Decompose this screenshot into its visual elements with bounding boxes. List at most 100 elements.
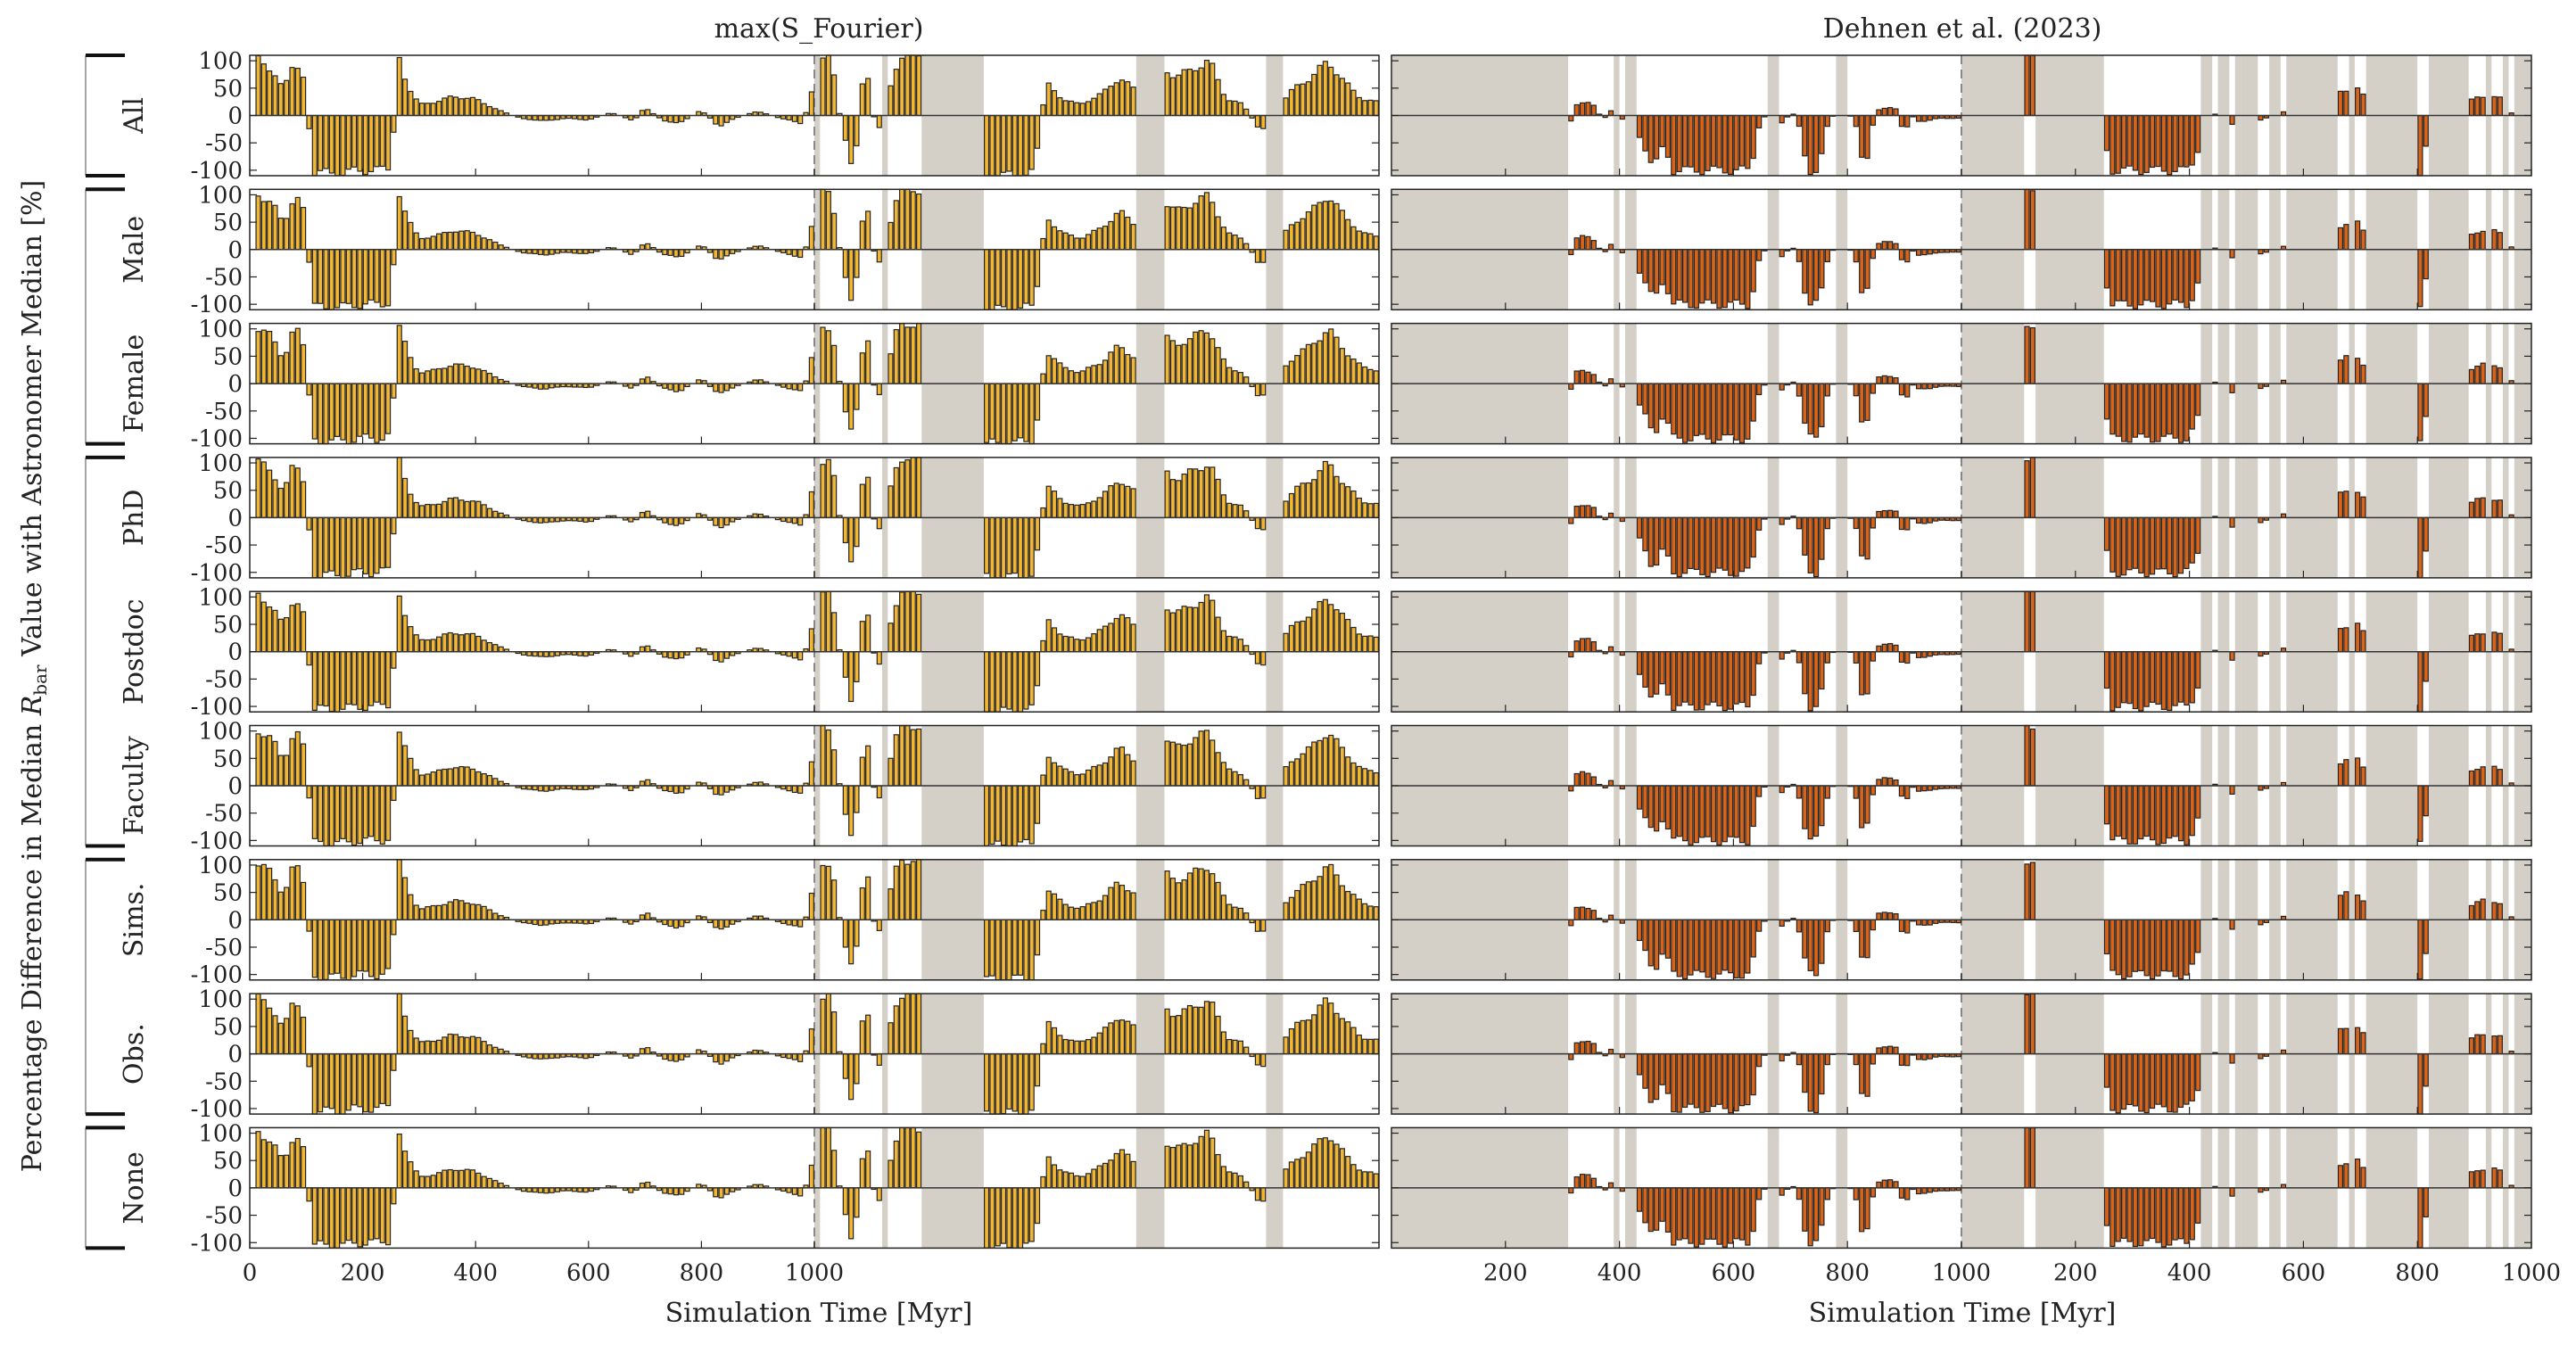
data-bar (1881, 375, 1887, 384)
data-bar (2160, 114, 2167, 172)
data-bar (1642, 785, 1648, 819)
data-bar (1870, 919, 1877, 931)
panel-right (1391, 457, 2532, 579)
data-bar (1716, 516, 1722, 569)
data-bar (464, 230, 470, 251)
y-tick-label: -50 (205, 264, 243, 291)
data-bar (318, 114, 324, 171)
data-bar (1676, 249, 1682, 301)
data-bar (260, 329, 267, 384)
data-bar (1164, 206, 1170, 251)
data-bar (2229, 114, 2235, 125)
data-bar (1215, 216, 1221, 251)
data-bar (2229, 516, 2235, 528)
data-bar (272, 609, 278, 653)
data-bar (1193, 1006, 1199, 1055)
data-bar (362, 383, 368, 435)
data-bar (1676, 1052, 1682, 1113)
data-bar (808, 357, 814, 384)
data-bar (447, 1168, 453, 1189)
data-bar (1113, 1152, 1119, 1189)
data-bar (825, 993, 831, 1055)
data-bar (1824, 516, 1830, 530)
data-bar (2024, 54, 2030, 117)
data-bar (1807, 919, 1813, 971)
y-tick-label: 100 (198, 317, 243, 343)
data-bar (1893, 644, 1899, 653)
data-bar (1607, 1048, 1614, 1055)
data-bar (1693, 249, 1699, 309)
data-bar (1927, 114, 1933, 121)
data-bar (1864, 785, 1870, 824)
data-bar (430, 368, 436, 384)
data-bar (1113, 881, 1119, 920)
data-bar (374, 785, 380, 842)
data-bar (435, 503, 442, 519)
data-bar (1125, 890, 1131, 920)
y-tick-label: 100 (198, 48, 243, 75)
data-bar (391, 114, 397, 133)
data-bar (1710, 919, 1717, 979)
data-bar (464, 97, 470, 117)
data-bar (1870, 1187, 1877, 1198)
data-bar (983, 651, 990, 713)
data-bar (888, 1022, 894, 1055)
data-bar (2184, 651, 2190, 706)
data-bar (1045, 1156, 1052, 1189)
data-bar (893, 329, 899, 384)
data-bar (345, 249, 351, 304)
data-bar (385, 919, 392, 969)
data-bar (385, 516, 392, 568)
data-bar (1721, 114, 1728, 174)
data-bar (1573, 370, 1580, 384)
data-bar (1819, 651, 1825, 690)
data-bar (1812, 516, 1820, 578)
data-bar (2491, 1035, 2498, 1055)
data-bar (1102, 625, 1109, 653)
data-bar (1750, 516, 1756, 558)
data-bar (1220, 494, 1226, 519)
data-bar (323, 919, 329, 980)
data-bar (1659, 383, 1665, 420)
data-bar (1181, 1008, 1187, 1055)
data-bar (673, 785, 679, 794)
data-bar (1210, 599, 1216, 653)
data-bar (2138, 651, 2144, 712)
data-bar (989, 114, 995, 177)
data-bar (1345, 756, 1351, 787)
data-bar (1040, 1175, 1046, 1189)
data-bar (260, 201, 267, 251)
data-bar (679, 516, 685, 524)
data-bar (1294, 889, 1300, 920)
data-bar (1642, 516, 1648, 552)
data-bar (1870, 249, 1877, 260)
data-bar (786, 1187, 792, 1193)
data-bar (1915, 383, 1922, 390)
data-bar (1164, 740, 1170, 787)
x-tick-label: 400 (453, 1259, 498, 1286)
data-bar (1108, 220, 1114, 251)
data-bar (549, 651, 555, 657)
data-bar (430, 504, 436, 519)
data-bar (2149, 1187, 2156, 1240)
data-bar (1034, 919, 1041, 956)
data-bar (1333, 1143, 1340, 1189)
data-bar (351, 919, 358, 977)
data-bar (1283, 500, 1289, 518)
data-bar (2195, 249, 2201, 284)
data-bar (345, 1052, 351, 1111)
data-bar (334, 919, 341, 974)
data-bar (1705, 785, 1711, 837)
data-bar (2110, 383, 2116, 435)
data-bar (2103, 1052, 2110, 1088)
data-bar (362, 1052, 368, 1113)
data-bar (1802, 651, 1808, 695)
data-bar (1119, 79, 1126, 117)
data-bar (1356, 362, 1362, 384)
data-bar (2024, 1126, 2030, 1189)
data-bar (820, 864, 826, 920)
data-bar (791, 1187, 797, 1195)
data-bar (396, 56, 402, 117)
data-bar (1300, 884, 1306, 920)
data-bar (402, 210, 409, 251)
